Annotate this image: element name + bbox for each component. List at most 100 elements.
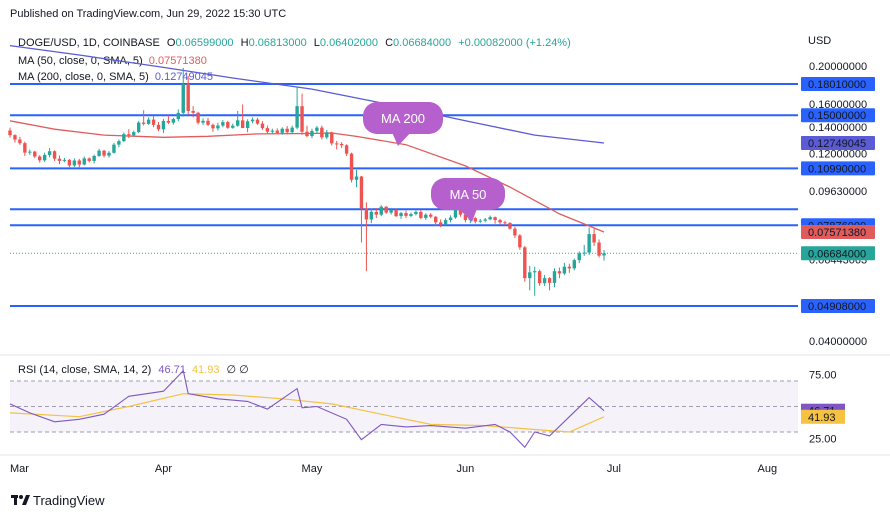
candle-body	[112, 144, 116, 153]
candle	[488, 215, 492, 221]
candle	[503, 220, 507, 226]
candle	[290, 125, 294, 134]
candle	[236, 110, 240, 127]
candle-body	[572, 260, 576, 269]
candle-body	[394, 210, 398, 217]
candle-body	[221, 122, 225, 126]
candle-body	[434, 216, 438, 223]
candle	[498, 218, 502, 225]
candle	[161, 118, 166, 133]
candle-body	[547, 278, 552, 283]
candle-body	[508, 223, 512, 229]
candle	[344, 144, 349, 156]
tradingview-logo: TradingView	[11, 493, 105, 508]
candle	[191, 106, 195, 118]
svg-text:0.18010000: 0.18010000	[808, 79, 866, 91]
candle-body	[191, 110, 195, 113]
candle-body	[300, 106, 304, 132]
rsi-extra-values: ∅ ∅	[227, 364, 249, 376]
candle-body	[255, 119, 260, 124]
svg-text:0.15000000: 0.15000000	[808, 110, 866, 122]
candle	[582, 244, 586, 256]
ohlc-low-value: 0.06402000	[320, 37, 378, 49]
candle-body	[592, 234, 596, 243]
candle-body	[33, 151, 37, 157]
candle-body	[305, 131, 309, 137]
candle	[557, 267, 562, 279]
candle-body	[13, 135, 17, 140]
candle-body	[582, 252, 586, 254]
last-price-tag: 0.06684000	[801, 246, 875, 261]
candle-body	[196, 112, 200, 123]
currency-label: USD	[808, 35, 831, 47]
candle-body	[557, 271, 562, 274]
rsi-ma-line	[9, 393, 605, 433]
candle	[141, 110, 146, 126]
candle-body	[275, 130, 279, 133]
candle-body	[92, 155, 96, 161]
candle	[72, 158, 77, 167]
candle-body	[250, 119, 255, 122]
candle-body	[513, 228, 517, 236]
candle	[523, 245, 527, 282]
candle-body	[102, 150, 106, 156]
candle-body	[518, 235, 522, 248]
rsi-line	[9, 369, 605, 449]
candle-body	[186, 83, 190, 111]
candle	[285, 126, 289, 135]
candle	[33, 150, 37, 158]
candle	[52, 150, 57, 161]
candle-body	[409, 214, 413, 216]
candle-body	[424, 214, 428, 218]
candle	[438, 219, 443, 228]
candle-body	[349, 153, 354, 180]
candle-body	[270, 130, 275, 132]
candle	[305, 125, 309, 138]
candle-body	[488, 217, 492, 220]
candle-body	[458, 209, 463, 215]
candle	[92, 154, 96, 164]
candle-body	[201, 120, 205, 123]
x-tick-label: Apr	[155, 463, 172, 475]
candle	[399, 211, 403, 219]
candle	[82, 156, 86, 166]
candle	[483, 217, 487, 223]
candle-body	[295, 106, 299, 128]
candle	[87, 157, 91, 163]
candle-body	[448, 217, 453, 221]
candle-body	[503, 222, 507, 224]
candle	[240, 104, 245, 129]
symbol-legend: DOGE/USD, 1D, COINBASE O0.06599000 H0.06…	[18, 37, 571, 49]
candle	[339, 142, 344, 149]
candle	[265, 125, 270, 134]
y-tick-label: 0.20000000	[809, 61, 867, 73]
candle-body	[384, 206, 388, 213]
ma200-callout: MA 200	[363, 102, 443, 146]
candle-body	[542, 278, 547, 284]
ma50-legend-label: MA (50, close, 0, SMA, 5)	[18, 55, 143, 67]
candle-body	[404, 213, 408, 216]
candle-body	[438, 222, 443, 225]
candle-body	[364, 208, 369, 220]
candle-body	[122, 134, 126, 142]
rsi-legend: RSI (14, close, SMA, 14, 2) 46.71 41.93 …	[18, 364, 249, 376]
ma50-line	[9, 120, 605, 233]
candle	[567, 263, 572, 273]
candle-body	[315, 127, 319, 131]
candle	[226, 120, 230, 129]
candle-body	[127, 134, 131, 136]
candle	[592, 228, 596, 246]
candle	[513, 226, 517, 239]
candle-body	[226, 122, 230, 128]
ohlc-close-key: C	[385, 37, 393, 49]
candle	[572, 258, 576, 271]
candle-body	[176, 112, 180, 120]
symbol-name: DOGE/USD, 1D, COINBASE	[18, 37, 160, 49]
candle-body	[137, 122, 141, 133]
candle-body	[42, 154, 47, 161]
candle-body	[285, 128, 289, 133]
candle-body	[419, 211, 423, 218]
rsi-tick-label: 25.00	[809, 433, 837, 445]
candle	[364, 202, 369, 272]
ohlc-high-key: H	[241, 37, 249, 49]
